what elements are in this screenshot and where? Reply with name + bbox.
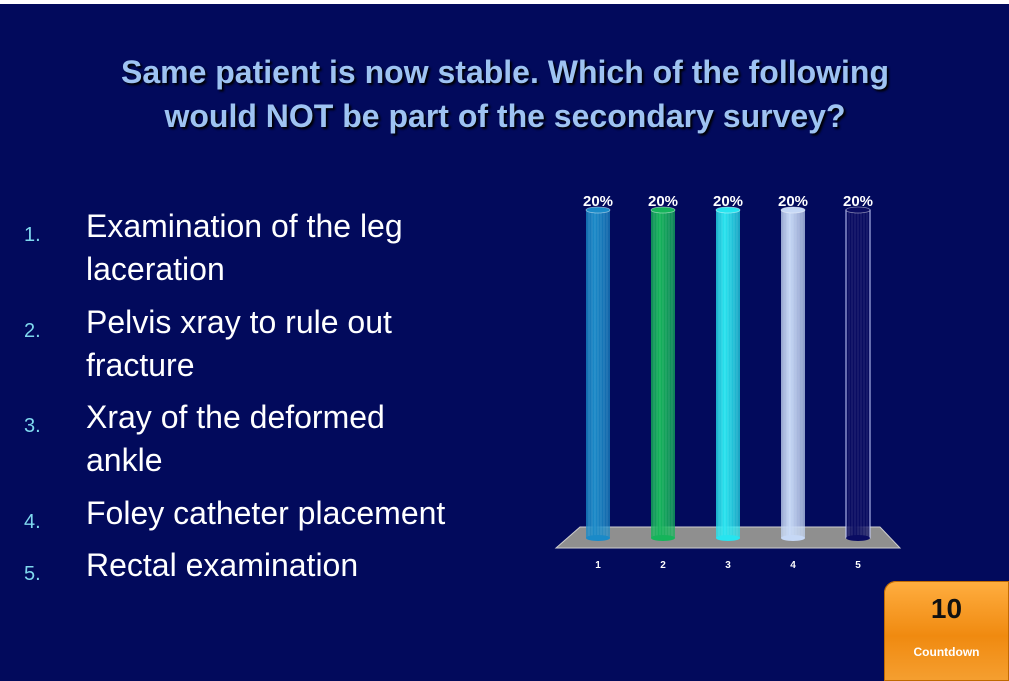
x-tick-label-4: 4 bbox=[790, 560, 796, 571]
response-bar-chart: 20% 1 20% 2 20% 3 20% 4 20% 5 bbox=[554, 193, 902, 571]
bar-base-cap bbox=[586, 535, 610, 541]
x-tick-label-3: 3 bbox=[725, 560, 731, 571]
title-line-2: would NOT be part of the secondary surve… bbox=[164, 98, 846, 134]
bar-2 bbox=[651, 210, 675, 538]
bar-base-cap bbox=[716, 535, 740, 541]
data-label-5: 20% bbox=[843, 193, 873, 210]
option-text: Examination of the leg laceration bbox=[86, 205, 526, 291]
bar-top-cap bbox=[585, 206, 611, 214]
option-line: laceration bbox=[86, 251, 225, 287]
bar-top-cap bbox=[650, 206, 676, 214]
x-tick-label-1: 1 bbox=[595, 560, 601, 571]
option-number: 1. bbox=[24, 224, 41, 246]
option-text: Foley catheter placement bbox=[86, 492, 526, 535]
data-label-4: 20% bbox=[778, 193, 808, 210]
bar-5 bbox=[845, 209, 871, 539]
bar-base-cap bbox=[781, 535, 805, 541]
countdown-value: 10 bbox=[930, 593, 963, 624]
bar-top-cap bbox=[715, 206, 741, 214]
option-line: fracture bbox=[86, 347, 195, 383]
option-line: ankle bbox=[86, 442, 163, 478]
bar-1 bbox=[586, 210, 610, 538]
option-line: Examination of the leg bbox=[86, 208, 403, 244]
bar-3 bbox=[716, 210, 740, 538]
option-number: 5. bbox=[24, 563, 41, 585]
bar-base-cap bbox=[651, 535, 675, 541]
data-label-3: 20% bbox=[713, 193, 743, 210]
option-text: Xray of the deformed ankle bbox=[86, 396, 526, 482]
bar-4 bbox=[781, 210, 805, 538]
bar-top-cap bbox=[845, 206, 871, 214]
option-text: Rectal examination bbox=[86, 544, 526, 587]
countdown-timer: 10 Countdown bbox=[884, 581, 1009, 681]
option-text: Pelvis xray to rule out fracture bbox=[86, 301, 526, 387]
title-line-1: Same patient is now stable. Which of the… bbox=[120, 54, 890, 90]
option-line: Pelvis xray to rule out bbox=[86, 304, 392, 340]
x-tick-label-2: 2 bbox=[660, 560, 666, 571]
x-tick-label-5: 5 bbox=[855, 560, 861, 571]
option-line: Foley catheter placement bbox=[86, 495, 446, 531]
bar-base-cap bbox=[846, 535, 870, 541]
slide: Same patient is now stable. Which of the… bbox=[0, 4, 1009, 681]
data-label-1: 20% bbox=[583, 193, 613, 210]
option-number: 2. bbox=[24, 320, 41, 342]
option-line: Xray of the deformed bbox=[86, 399, 385, 435]
slide-title: Same patient is now stable. Which of the… bbox=[60, 50, 950, 138]
option-number: 3. bbox=[24, 415, 41, 437]
option-line: Rectal examination bbox=[86, 547, 359, 583]
countdown-label: Countdown bbox=[913, 645, 980, 659]
data-label-2: 20% bbox=[648, 193, 678, 210]
option-number: 4. bbox=[24, 511, 41, 533]
bar-top-cap bbox=[780, 206, 806, 214]
